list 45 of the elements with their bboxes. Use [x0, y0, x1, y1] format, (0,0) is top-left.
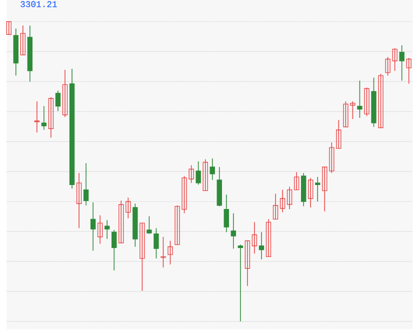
candlestick [286, 186, 292, 210]
candlestick [55, 90, 61, 112]
candlestick [336, 120, 342, 149]
candlestick [83, 162, 89, 206]
candlestick [146, 216, 152, 234]
candlestick [315, 176, 320, 202]
candlestick [104, 220, 110, 240]
candlestick [112, 230, 117, 271]
candlestick [97, 214, 103, 244]
candlestick [90, 202, 96, 252]
candlestick [118, 200, 124, 244]
candlestick [230, 212, 236, 249]
candlestick [266, 218, 272, 258]
candlestick [244, 240, 250, 286]
candlestick [126, 197, 131, 219]
candlestick [252, 222, 258, 254]
candlestick [294, 172, 300, 190]
candlestick [154, 228, 159, 259]
candlestick [202, 158, 208, 192]
candlestick [399, 44, 404, 82]
candlestick [140, 222, 145, 292]
candlestick [168, 240, 173, 265]
candlestick [272, 193, 278, 220]
text: 3301.21 [20, 1, 57, 8]
candlestick [280, 189, 286, 213]
candlestick [258, 232, 264, 260]
candlestick [210, 158, 215, 180]
candlestick [364, 87, 370, 116]
candlestick [238, 244, 244, 322]
candlestick [378, 73, 384, 128]
candlestick [329, 142, 334, 174]
candlestick [76, 172, 82, 229]
candlestick [322, 166, 328, 212]
candlestick [196, 160, 201, 186]
candlestick [20, 25, 26, 56]
candlestick [406, 57, 412, 84]
candlestick [160, 236, 166, 268]
candlestick [62, 69, 68, 118]
candlestick [357, 80, 362, 118]
candlestick [308, 177, 314, 208]
candlestick [224, 194, 229, 232]
candlestick [41, 106, 47, 130]
candlestick [6, 21, 12, 35]
candlestick [34, 100, 40, 133]
candlestick [48, 96, 54, 138]
